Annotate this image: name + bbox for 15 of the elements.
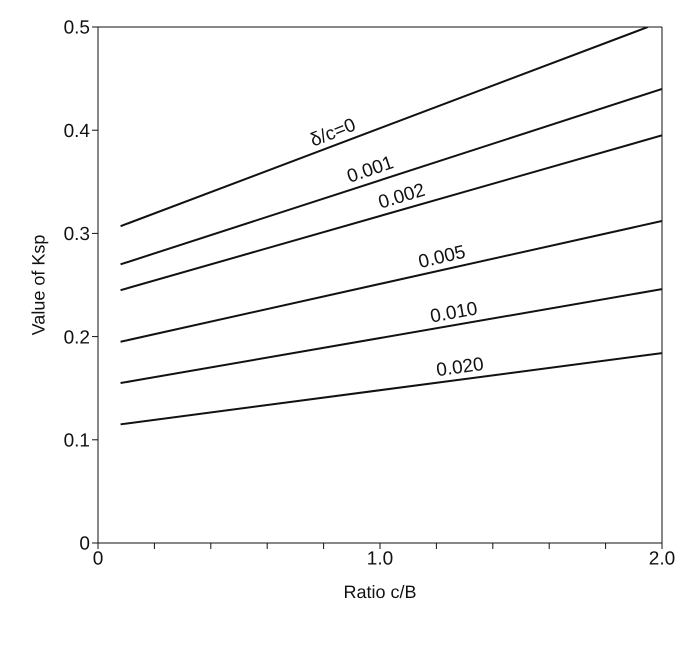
y-tick-label: 0.2 <box>64 327 90 348</box>
y-tick-label: 0 <box>79 534 90 555</box>
x-tick-label: 1.0 <box>366 548 394 570</box>
x-axis-title: Ratio c/B <box>343 582 417 602</box>
y-tick-label: 0.3 <box>64 224 90 246</box>
x-tick-label: 0 <box>92 548 104 570</box>
y-tick-label: 0.5 <box>64 18 90 39</box>
annotation: 0.005 <box>416 242 468 273</box>
annotation: 0.010 <box>428 298 480 328</box>
y-axis-title: Value of Ksp <box>28 234 48 336</box>
y-tick-label: 0.1 <box>64 430 90 452</box>
annotation: δ/c=0 <box>307 114 359 152</box>
y-tick-label: 0.4 <box>64 120 90 142</box>
annotation: 0.020 <box>435 354 486 382</box>
x-tick-label: 2.0 <box>648 548 676 570</box>
